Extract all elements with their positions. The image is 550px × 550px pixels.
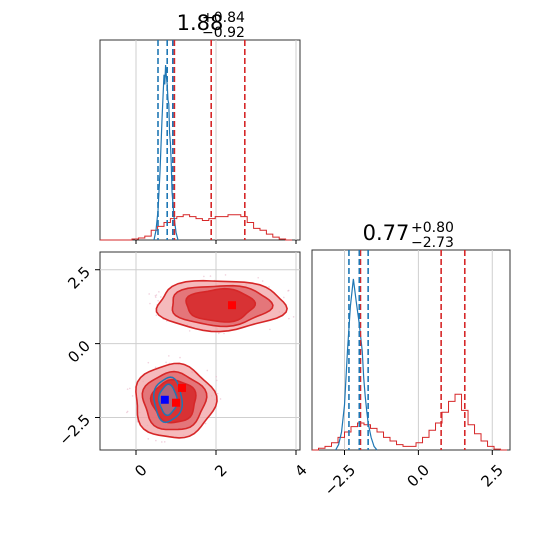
- scatter-sample-point: [155, 439, 157, 442]
- axis-x-tick-label-2: 4: [291, 461, 310, 480]
- scatter-sample-point: [224, 274, 227, 276]
- scatter-sample-point: [147, 438, 150, 440]
- scatter-sample-point: [148, 293, 150, 295]
- title-param1: 1.88: [177, 11, 224, 35]
- title-param2-plus: +0.80: [411, 220, 454, 236]
- marker-max-2: [172, 398, 180, 407]
- scatter-sample-point: [158, 291, 160, 293]
- title-param2: 0.77: [363, 221, 410, 245]
- marker-max-1: [178, 383, 186, 392]
- scatter-sample-point: [149, 302, 151, 305]
- scatter-sample-point: [261, 280, 264, 282]
- scatter-2d-panel: [99, 251, 301, 451]
- axis-y-tick-label-1: 0.0: [64, 337, 94, 367]
- scatter-sample-point: [206, 369, 209, 372]
- scatter-sample-point: [126, 411, 128, 414]
- hist-param2-tick-label-2: 2.5: [477, 461, 507, 491]
- scatter-sample-point: [288, 317, 290, 320]
- scatter-sample-point: [216, 392, 219, 395]
- title-param2-value: 0.77: [363, 221, 410, 245]
- axis-x-tick-label-0: 0: [131, 461, 150, 480]
- scatter-sample-point: [154, 296, 157, 298]
- scatter-sample-point: [188, 330, 191, 332]
- scatter-sample-point: [219, 398, 222, 400]
- title-param1-minus: −0.92: [202, 25, 245, 41]
- scatter-sample-point: [165, 361, 167, 364]
- contour-blue-level0: [152, 376, 184, 424]
- hist-param1-red-series: [100, 214, 292, 241]
- scatter-sample-point: [160, 296, 162, 298]
- scatter-sample-point: [179, 356, 181, 359]
- hist-param2-tick-label-0: −2.5: [321, 461, 359, 499]
- scatter-sample-point: [155, 314, 158, 316]
- scatter-sample-point: [215, 375, 218, 378]
- hist-param1-blue-series: [153, 64, 179, 241]
- scatter-sample-point: [223, 332, 225, 335]
- scatter-sample-point: [215, 379, 218, 382]
- scatter-sample-point: [147, 361, 150, 364]
- scatter-sample-point: [287, 289, 290, 292]
- scatter-sample-point: [257, 276, 260, 279]
- scatter-sample-point: [161, 441, 163, 443]
- hist-param1-frame: [99, 39, 301, 241]
- scatter-sample-point: [157, 299, 159, 302]
- axis-y-tick-label-0: −2.5: [56, 411, 94, 449]
- scatter-sample-point: [204, 422, 207, 425]
- marker-true-3: [160, 395, 169, 404]
- scatter-sample-point: [203, 275, 205, 278]
- scatter-sample-point: [283, 296, 285, 299]
- scatter-sample-point: [163, 441, 166, 443]
- scatter-sample-point: [218, 332, 220, 335]
- hist-param2-frame: [311, 249, 511, 451]
- hist-param2-red-series: [312, 393, 508, 451]
- contour-red-cluster0-level2: [185, 287, 257, 323]
- hist-param2-tick-label-1: 0.0: [404, 461, 434, 491]
- scatter-sample-point: [268, 286, 270, 288]
- hist-param2-panel: [311, 249, 511, 451]
- axis-x-tick-label-1: 2: [211, 461, 230, 480]
- title-param2-minus: −2.73: [411, 235, 454, 251]
- title-param1-plus: +0.84: [202, 10, 245, 26]
- scatter-sample-point: [126, 388, 129, 390]
- marker-max-0: [228, 301, 236, 310]
- scatter-sample-point: [168, 355, 170, 357]
- scatter-sample-point: [292, 316, 295, 318]
- scatter-sample-point: [154, 366, 157, 369]
- hist-param1-panel: [99, 39, 301, 241]
- title-param1-value: 1.88: [177, 11, 224, 35]
- axis-y-tick-label-2: 2.5: [64, 263, 94, 293]
- scatter-sample-point: [131, 395, 134, 397]
- scatter-sample-point: [269, 328, 271, 331]
- scatter-sample-point: [155, 294, 158, 296]
- scatter-2d-frame: [99, 251, 301, 451]
- scatter-sample-point: [128, 387, 131, 390]
- scatter-sample-point: [209, 275, 212, 277]
